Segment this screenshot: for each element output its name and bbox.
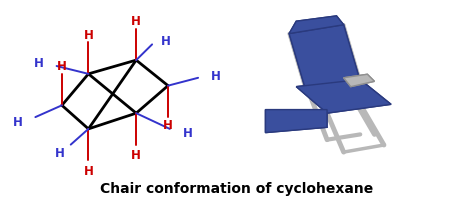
- Polygon shape: [344, 75, 374, 87]
- Polygon shape: [265, 110, 327, 133]
- Text: H: H: [211, 70, 221, 83]
- Polygon shape: [289, 17, 344, 34]
- Text: H: H: [182, 127, 192, 140]
- Polygon shape: [265, 110, 327, 133]
- Polygon shape: [289, 26, 360, 91]
- Text: H: H: [13, 115, 23, 128]
- Text: H: H: [57, 60, 67, 73]
- Text: H: H: [55, 146, 65, 159]
- Polygon shape: [344, 75, 374, 87]
- Polygon shape: [296, 80, 391, 114]
- Text: H: H: [163, 119, 173, 132]
- Polygon shape: [289, 17, 344, 34]
- Text: H: H: [131, 15, 141, 28]
- Text: H: H: [83, 29, 93, 42]
- Polygon shape: [296, 80, 391, 114]
- Text: H: H: [83, 164, 93, 177]
- Text: H: H: [131, 148, 141, 161]
- Polygon shape: [289, 26, 360, 91]
- Text: H: H: [161, 35, 171, 48]
- Text: Chair conformation of cyclohexane: Chair conformation of cyclohexane: [100, 181, 374, 195]
- Text: H: H: [34, 56, 44, 69]
